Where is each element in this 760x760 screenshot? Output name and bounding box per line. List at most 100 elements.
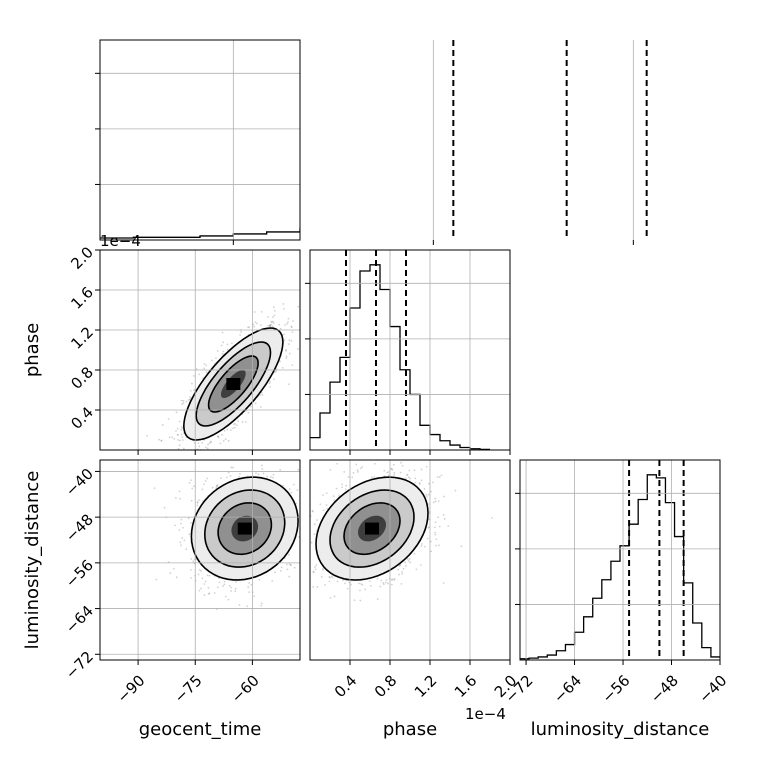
scatter-phase-luminosity-distance-sample: [336, 580, 339, 583]
scatter-geocent-time-luminosity-distance-sample: [183, 539, 186, 542]
scatter-geocent-time-phase-sample: [222, 341, 225, 344]
scatter-geocent-time-luminosity-distance-sample: [314, 528, 316, 530]
scatter-geocent-time-luminosity-distance-sample: [215, 485, 218, 488]
scatter-geocent-time-luminosity-distance-sample: [230, 466, 233, 469]
hist-phase-frame: [309, 249, 511, 451]
scatter-phase-luminosity-distance-sample: [343, 471, 346, 473]
scatter-geocent-time-phase-sample: [259, 394, 261, 397]
scatter-phase-luminosity-distance-sample: [322, 568, 325, 571]
scatter-geocent-time-luminosity-distance-sample: [229, 474, 232, 477]
scatter-geocent-time-luminosity-distance-sample: [195, 558, 198, 561]
scatter-phase-luminosity-distance-sample: [361, 465, 364, 468]
scatter-geocent-time-phase-sample: [198, 445, 201, 448]
scatter-geocent-time-phase-sample: [182, 447, 185, 450]
scatter-geocent-time-phase-sample: [273, 314, 276, 317]
scatter-geocent-time-phase-sample: [222, 350, 225, 353]
scatter-geocent-time-phase-sample: [180, 426, 183, 428]
scatter-phase-luminosity-distance-sample: [328, 576, 331, 578]
scatter-geocent-time-phase-sample: [185, 451, 187, 453]
scatter-geocent-time-luminosity-distance-sample: [270, 476, 272, 478]
scatter-geocent-time-phase-sample: [232, 427, 235, 430]
scatter-geocent-time-phase-y-tick-label: 2.0: [67, 243, 97, 273]
scatter-geocent-time-luminosity-distance-sample: [188, 481, 191, 484]
scatter-phase-luminosity-distance-sample: [308, 516, 310, 518]
hist-luminosity-distance-xlabel: luminosity_distance: [531, 719, 710, 740]
scatter-phase-luminosity-distance-sample: [404, 561, 407, 564]
scatter-geocent-time-luminosity-distance-sample: [290, 564, 292, 567]
scatter-geocent-time-phase-sample: [203, 367, 206, 370]
scatter-phase-luminosity-distance-sample: [379, 585, 382, 588]
scatter-geocent-time-phase-sample: [269, 323, 272, 326]
scatter-phase-luminosity-distance-sample: [306, 566, 308, 568]
scatter-geocent-time-luminosity-distance-sample: [271, 580, 274, 582]
scatter-geocent-time-phase-sample: [182, 439, 184, 441]
scatter-geocent-time-luminosity-distance-sample: [207, 592, 210, 595]
scatter-geocent-time-luminosity-distance-sample: [196, 500, 199, 503]
scatter-geocent-time-phase-sample: [181, 427, 184, 430]
scatter-geocent-time-phase-sample: [217, 436, 220, 439]
scatter-geocent-time-luminosity-distance-sample: [218, 581, 221, 584]
scatter-geocent-time-luminosity-distance-sample: [215, 484, 218, 487]
scatter-geocent-time-luminosity-distance-sample: [207, 586, 210, 589]
scatter-phase-luminosity-distance-sample: [387, 474, 390, 476]
scatter-geocent-time-phase-sample: [204, 446, 207, 449]
scatter-phase-luminosity-distance-sample: [382, 582, 385, 584]
scatter-phase-luminosity-distance-sample: [391, 578, 394, 581]
scatter-geocent-time-luminosity-distance-sample: [178, 529, 181, 531]
scatter-geocent-time-luminosity-distance-sample: [203, 594, 206, 596]
scatter-geocent-time-luminosity-distance-sample: [257, 473, 260, 476]
scatter-geocent-time-luminosity-distance-sample: [286, 563, 288, 566]
scatter-geocent-time-luminosity-distance-sample: [226, 476, 228, 479]
hist-luminosity-distance-steps: [520, 474, 720, 660]
scatter-phase-luminosity-distance-sample: [434, 521, 437, 524]
scatter-phase-luminosity-distance-sample: [420, 479, 423, 482]
scatter-geocent-time-phase-sample: [278, 323, 281, 326]
scatter-geocent-time-luminosity-distance-sample: [232, 466, 234, 469]
scatter-phase-luminosity-distance-sample: [328, 580, 331, 583]
scatter-geocent-time-luminosity-distance-sample: [288, 562, 291, 565]
scatter-geocent-time-luminosity-distance-sample: [169, 572, 172, 575]
scatter-geocent-time-luminosity-distance-sample: [272, 476, 274, 479]
scatter-geocent-time-luminosity-distance-contour: [217, 502, 273, 556]
scatter-geocent-time-phase-sample: [171, 457, 173, 459]
scatter-phase-luminosity-distance-sample: [316, 586, 319, 588]
scatter-geocent-time-luminosity-distance-sample: [248, 582, 251, 584]
scatter-phase-luminosity-distance-sample: [360, 582, 363, 585]
scatter-geocent-time-phase-sample: [259, 406, 262, 408]
scatter-geocent-time-phase-sample: [234, 422, 237, 425]
scatter-phase-luminosity-distance-sample: [413, 552, 416, 555]
scatter-geocent-time-luminosity-distance-sample: [203, 583, 206, 585]
scatter-geocent-time-luminosity-distance-frame: [99, 459, 301, 661]
scatter-phase-luminosity-distance-sample: [398, 564, 401, 567]
scatter-geocent-time-phase-sample: [275, 368, 278, 370]
scatter-geocent-time-phase-sample: [272, 320, 274, 323]
scatter-geocent-time-luminosity-distance-sample: [290, 491, 293, 494]
scatter-geocent-time-luminosity-distance-sample: [302, 534, 304, 536]
scatter-geocent-time-phase-sample: [207, 468, 209, 470]
scatter-geocent-time-luminosity-distance-sample: [308, 562, 310, 564]
scatter-phase-luminosity-distance-sample: [326, 507, 329, 510]
scatter-geocent-time-phase-sample: [180, 399, 183, 402]
scatter-geocent-time-luminosity-distance-y-tick-label: −72: [62, 648, 97, 683]
scatter-phase-luminosity-distance-sample: [306, 535, 308, 537]
scatter-geocent-time-phase-sample: [272, 322, 275, 325]
scatter-phase-luminosity-distance-sample: [390, 583, 393, 586]
scatter-geocent-time-phase-sample: [179, 439, 181, 442]
scatter-phase-luminosity-distance-sample: [310, 541, 313, 544]
scatter-geocent-time-phase-sample: [190, 382, 193, 385]
scatter-geocent-time-phase-peak: [226, 378, 241, 390]
scatter-phase-luminosity-distance-sample: [312, 571, 315, 574]
scatter-geocent-time-phase-sample: [215, 357, 217, 360]
scatter-phase-luminosity-distance-sample: [351, 476, 354, 479]
scatter-phase-luminosity-distance-sample: [330, 575, 333, 578]
scatter-geocent-time-phase-sample: [247, 411, 250, 414]
scatter-geocent-time-phase-sample: [224, 438, 227, 440]
scatter-geocent-time-luminosity-distance-sample: [247, 586, 250, 589]
scatter-phase-luminosity-distance-sample: [346, 587, 349, 590]
scatter-geocent-time-phase-sample: [288, 339, 291, 341]
scatter-phase-luminosity-distance-sample: [401, 464, 404, 467]
scatter-geocent-time-luminosity-distance-sample: [190, 479, 192, 482]
hist-geocent-time: [100, 40, 648, 240]
scatter-geocent-time-luminosity-distance-sample: [191, 487, 194, 490]
scatter-phase-luminosity-distance-sample: [427, 526, 430, 529]
